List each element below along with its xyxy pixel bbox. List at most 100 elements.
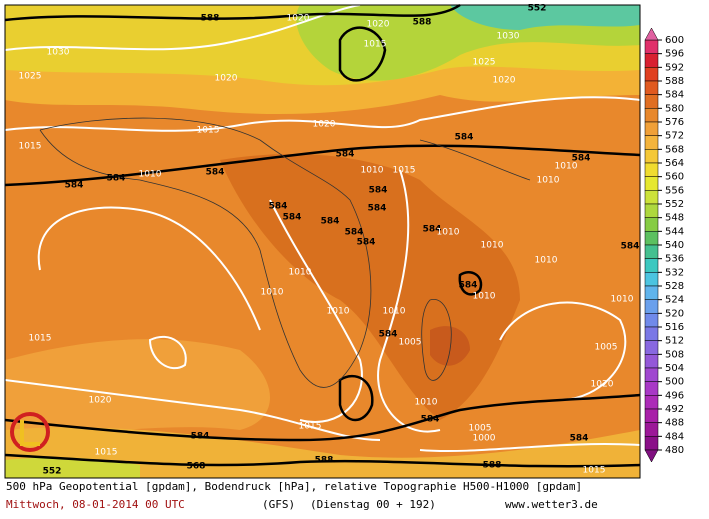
height-line — [4, 393, 641, 442]
isobar — [4, 96, 641, 132]
contour-label: 1020 — [367, 20, 390, 30]
height-line — [4, 3, 461, 22]
colorbar-label: 520 — [665, 308, 684, 319]
contour-label: 1010 — [415, 398, 438, 408]
contour-label: 584 — [283, 213, 302, 223]
contour-label: 1000 — [473, 434, 496, 444]
colorbar-label: 576 — [665, 117, 684, 128]
contour-label: 1025 — [473, 58, 496, 68]
colorbar-cell — [644, 244, 659, 259]
colorbar-cell — [644, 108, 659, 123]
colorbar-label: 572 — [665, 131, 684, 142]
colorbar-label: 560 — [665, 172, 684, 183]
contour-label: 1020 — [89, 396, 112, 406]
contour-label: 1020 — [313, 120, 336, 130]
logo — [10, 412, 50, 452]
colorbar-label: 568 — [665, 144, 684, 155]
contour-label: 1030 — [497, 32, 520, 42]
colorbar-cell — [644, 299, 659, 314]
colorbar-cell — [644, 272, 659, 287]
contour-label: 1010 — [383, 307, 406, 317]
colorbar-cell — [644, 258, 659, 273]
colorbar-cell — [644, 231, 659, 246]
colorbar-label: 584 — [665, 90, 684, 101]
colorbar-cap — [644, 449, 659, 463]
contour-label: 588 — [201, 14, 220, 24]
coastline — [421, 299, 452, 381]
colorbar-label: 528 — [665, 281, 684, 292]
isobar — [269, 199, 363, 423]
contour-label: 588 — [413, 18, 432, 28]
contour-label: 584 — [572, 154, 591, 164]
colorbar-cap — [644, 27, 659, 41]
colorbar-label: 540 — [665, 240, 684, 251]
colorbar-cell — [644, 436, 659, 451]
contour-label: 584 — [570, 434, 589, 444]
footer-model: (GFS) — [262, 498, 295, 511]
height-lines — [4, 3, 641, 468]
colorbar-label: 536 — [665, 254, 684, 265]
contour-labels: 588 588 552 1020 1020 1030 1015 1030 1025 1020 102… — [19, 4, 640, 477]
contour-label: 1010 — [361, 166, 384, 176]
contour-label: 584 — [107, 174, 126, 184]
logo-mark — [20, 420, 40, 446]
contour-label: 584 — [321, 217, 340, 227]
contour-label: 588 — [483, 461, 502, 471]
contour-label: 1020 — [591, 380, 614, 390]
contour-label: 584 — [621, 242, 640, 252]
colorbar-cell — [644, 94, 659, 109]
colorbar-cell — [644, 285, 659, 300]
contour-label: 584 — [269, 202, 288, 212]
height-line — [338, 26, 387, 82]
contour-label: 584 — [206, 168, 225, 178]
colorbar-label: 500 — [665, 377, 684, 388]
contour-label: 1015 — [29, 334, 52, 344]
colorbar-cell — [644, 149, 659, 164]
colorbar-label: 504 — [665, 363, 684, 374]
isobars — [4, 4, 641, 453]
colorbar-label: 524 — [665, 295, 684, 306]
colorbar-cell — [644, 354, 659, 369]
colorbar-label: 488 — [665, 418, 684, 429]
contour-label: 1005 — [595, 343, 618, 353]
contour-label: 584 — [423, 225, 442, 235]
colorbar-cell — [644, 67, 659, 82]
colorbar-cell — [644, 313, 659, 328]
colorbar-cell — [644, 422, 659, 437]
isobar — [4, 379, 381, 441]
contour-label: 1005 — [399, 338, 422, 348]
contour-label: 1015 — [197, 126, 220, 136]
map — [4, 3, 641, 479]
contour-label: 584 — [421, 415, 440, 425]
colorbar-label: 492 — [665, 404, 684, 415]
colorbar-label: 580 — [665, 103, 684, 114]
colorbar-label: 496 — [665, 390, 684, 401]
colorbar-label: 552 — [665, 199, 684, 210]
isobar — [148, 335, 187, 370]
colorbar: 600 596 592 588 584 580 576 572 568 564 560 556 552 5… — [644, 27, 684, 463]
colorbar-cell — [644, 39, 659, 54]
contour-label: 1010 — [481, 241, 504, 251]
colorbar-label: 484 — [665, 431, 684, 442]
colorbar-cell — [644, 80, 659, 95]
contour-label: 1010 — [535, 256, 558, 266]
isobar — [499, 301, 627, 401]
contour-label: 1020 — [287, 14, 310, 24]
isobar — [377, 169, 441, 433]
contour-label: 568 — [187, 462, 206, 472]
contour-label: 1015 — [393, 166, 416, 176]
colorbar-label: 512 — [665, 336, 684, 347]
colorbar-cell — [644, 340, 659, 355]
contour-label: 552 — [43, 467, 62, 477]
height-line — [338, 374, 374, 422]
contour-label: 584 — [368, 204, 387, 214]
colorbar-label: 556 — [665, 185, 684, 196]
contour-label: 584 — [336, 150, 355, 160]
cool-area — [5, 339, 270, 433]
colorbar-cell — [644, 121, 659, 136]
contour-label: 584 — [459, 281, 478, 291]
contour-label: 1015 — [19, 142, 42, 152]
contour-label: 1010 — [437, 228, 460, 238]
colorbar-cell — [644, 190, 659, 205]
